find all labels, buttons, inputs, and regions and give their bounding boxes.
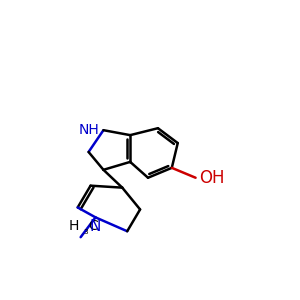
Text: OH: OH: [200, 169, 225, 187]
Text: H: H: [68, 219, 79, 233]
Text: N: N: [90, 219, 101, 234]
Text: $_3$: $_3$: [82, 227, 89, 237]
Text: C: C: [88, 219, 98, 233]
Text: NH: NH: [79, 123, 100, 137]
